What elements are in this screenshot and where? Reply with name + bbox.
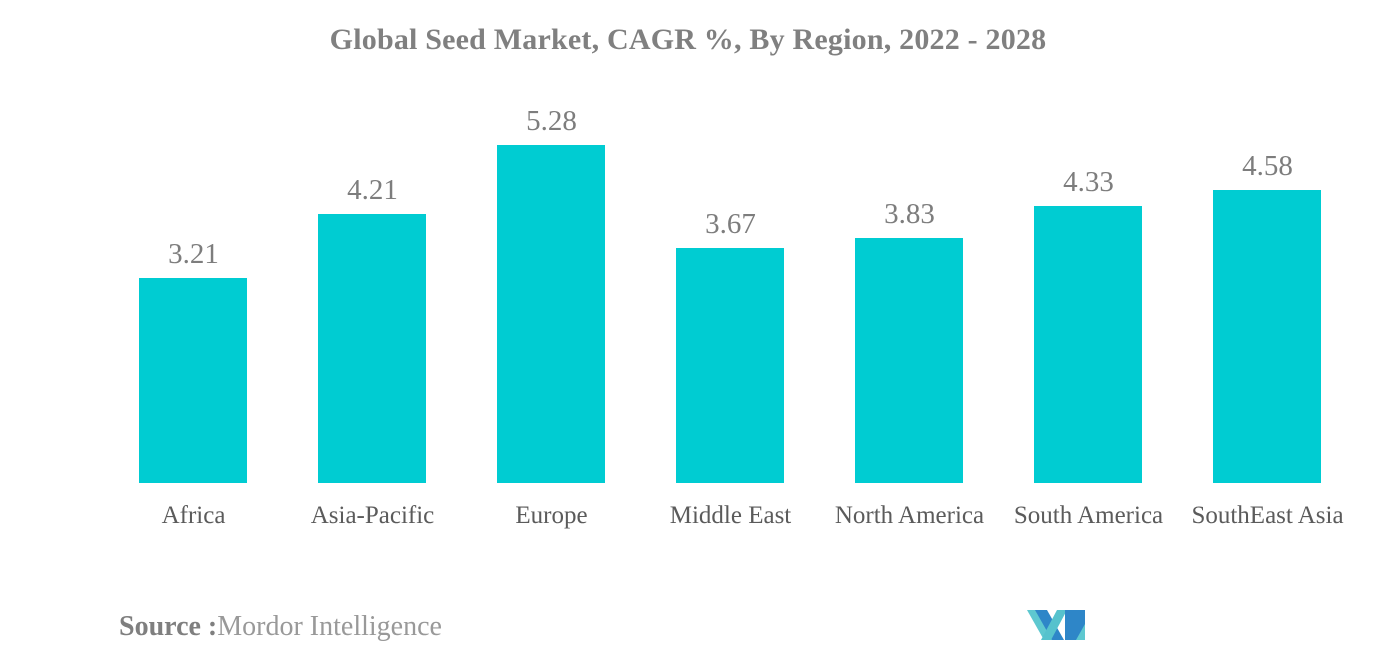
- source-attribution: Source :Mordor Intelligence: [119, 608, 442, 646]
- bar-group: 3.67 Middle East: [641, 0, 820, 665]
- x-axis-label: Europe: [515, 502, 588, 529]
- bar-value-label: 5.28: [526, 105, 577, 137]
- source-name: Mordor Intelligence: [217, 611, 442, 642]
- bar-south-america[interactable]: [1034, 206, 1142, 483]
- x-axis-label: North America: [834, 502, 985, 529]
- x-axis-label: Africa: [161, 502, 226, 529]
- bar-value-label: 3.21: [168, 238, 219, 270]
- bar-group: 4.58 SouthEast Asia: [1178, 0, 1357, 665]
- bar-asia-pacific[interactable]: [318, 214, 426, 483]
- page-title: Global Seed Market, CAGR %, By Region, 2…: [329, 23, 1047, 56]
- bar-value-label: 3.67: [705, 208, 756, 240]
- bar-group: 4.21 Asia-Pacific: [283, 0, 462, 665]
- x-axis-label: Asia-Pacific: [310, 502, 435, 529]
- bar-middle-east[interactable]: [676, 248, 784, 483]
- mordor-intelligence-logo-icon: [1027, 604, 1091, 640]
- bar-north-america[interactable]: [855, 238, 963, 483]
- bar-group: 4.33 South America: [999, 0, 1178, 665]
- bar-group: 3.83 North America: [820, 0, 999, 665]
- bar-group: 3.21 Africa: [104, 0, 283, 665]
- bar-value-label: 4.58: [1242, 150, 1293, 182]
- x-axis-label: SouthEast Asia: [1191, 502, 1344, 529]
- bar-value-label: 4.33: [1063, 166, 1114, 198]
- x-axis-label: South America: [1013, 502, 1164, 529]
- bar-value-label: 4.21: [347, 174, 398, 206]
- bar-africa[interactable]: [139, 278, 247, 483]
- source-label: Source :: [119, 611, 218, 642]
- bar-europe[interactable]: [497, 145, 605, 483]
- bar-group: 5.28 Europe: [462, 0, 641, 665]
- x-axis-label: Middle East: [669, 502, 792, 529]
- bar-value-label: 3.83: [884, 198, 935, 230]
- bar-southeast-asia[interactable]: [1213, 190, 1321, 483]
